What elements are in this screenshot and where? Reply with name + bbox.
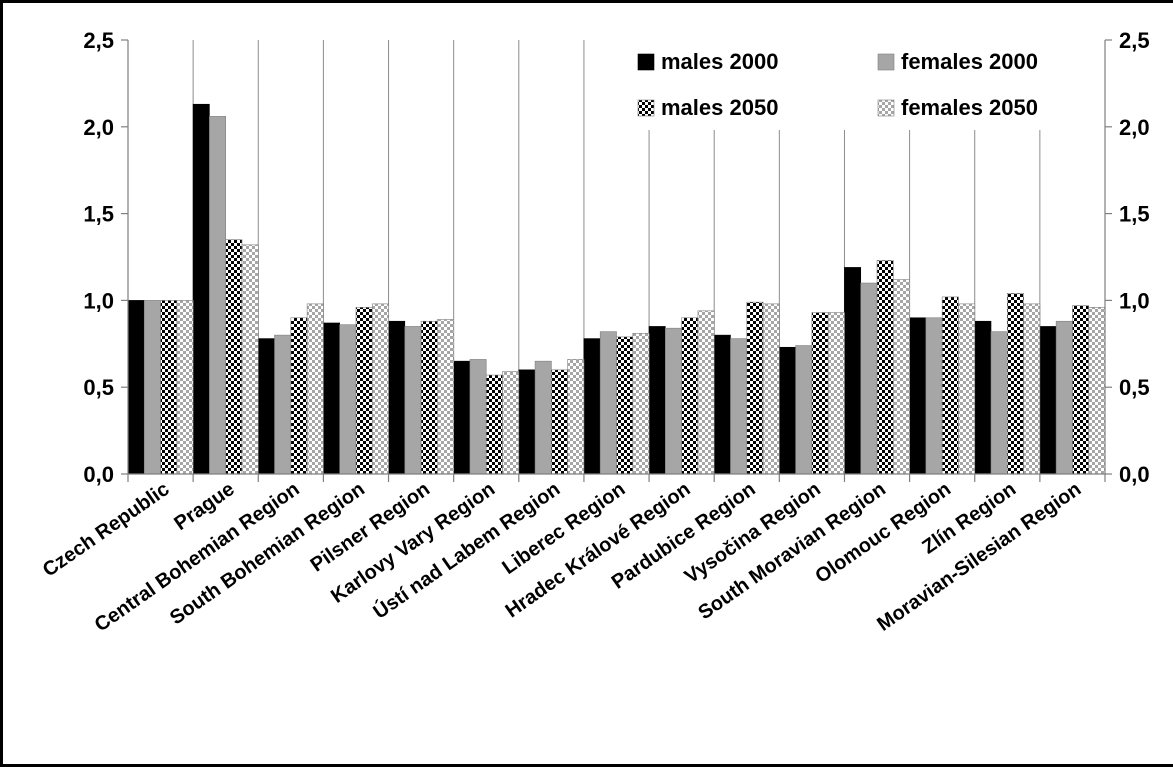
bar-females-2050-10: females 2050: Vysočina Region	[827, 312, 845, 475]
bar-males-2050-10: males 2050: Vysočina Region	[811, 312, 829, 475]
bar-females-2050-9: females 2050: Pardubice Region	[762, 303, 780, 475]
bar-females-2050-14: females 2050: Moravian-Silesian Region	[1088, 307, 1106, 475]
bar-females-2000-9: females 2000: Pardubice Region	[730, 338, 748, 475]
y-tick-label-left: 2,0	[83, 115, 114, 140]
bar-males-2050-6: males 2050: Ústí nad Labem Region	[551, 369, 568, 475]
y-tick-label-left: 1,5	[83, 202, 114, 227]
bar-males-2000-9: males 2000: Pardubice Region	[713, 334, 731, 475]
bar-males-2000-11: males 2000: South Moravian Region	[844, 267, 862, 475]
y-tick-label-right: 0,0	[1119, 462, 1150, 487]
bar-females-2000-3: females 2000: South Bohemian Region	[339, 324, 357, 475]
bar-males-2050-11: males 2050: South Moravian Region	[876, 260, 894, 475]
legend: males 2000 females 2000 males 2050 females …	[612, 40, 1092, 130]
category-label: Czech Republic	[39, 478, 174, 581]
bar-females-2000-4: females 2000: Pilsner Region	[404, 326, 422, 475]
y-tick-label-right: 0,5	[1119, 375, 1150, 400]
bar-males-2000-10: males 2000: Vysočina Region	[778, 346, 796, 475]
bar-males-2050-5: males 2050: Karlovy Vary Region	[485, 374, 503, 475]
bar-females-2000-2: females 2000: Central Bohemian Region	[274, 334, 292, 475]
bar-females-2050-13: females 2050: Zlín Region	[1023, 303, 1041, 475]
y-tick-label-right: 1,5	[1119, 202, 1150, 227]
y-tick-label-right: 2,5	[1119, 28, 1150, 53]
bar-females-2000-8: females 2000: Hradec Králové Region	[665, 327, 682, 475]
bar-males-2000-14: males 2000: Moravian-Silesian Region	[1039, 326, 1057, 475]
bar-females-2000-13: females 2000: Zlín Region	[990, 331, 1008, 475]
bar-males-2050-12: males 2050: Olomouc Region	[941, 296, 959, 475]
bar-females-2050-2: females 2050: Central Bohemian Region	[306, 303, 324, 475]
bar-males-2050-2: males 2050: Central Bohemian Region	[290, 317, 308, 475]
legend-swatch	[637, 99, 655, 117]
bar-females-2000-10: females 2000: Vysočina Region	[795, 345, 813, 475]
bar-males-2050-4: males 2050: Pilsner Region	[420, 320, 438, 475]
bar-females-2000-5: females 2000: Karlovy Vary Region	[469, 359, 487, 475]
bar-males-2000-7: males 2000: Liberec Region	[583, 338, 601, 475]
bar-males-2050-7: males 2050: Liberec Region	[616, 336, 634, 475]
y-tick-label-left: 2,5	[83, 28, 114, 53]
y-tick-label-left: 1,0	[83, 288, 114, 313]
bar-females-2050-6: females 2050: Ústí nad Labem Region	[567, 359, 585, 475]
bar-females-2050-4: females 2050: Pilsner Region	[437, 319, 454, 475]
bar-females-2000-1: females 2000: Prague	[209, 116, 226, 475]
bar-females-2000-11: females 2000: South Moravian Region	[860, 282, 878, 475]
bar-females-2000-6: females 2000: Ústí nad Labem Region	[534, 360, 552, 475]
y-tick-label-right: 1,0	[1119, 288, 1150, 313]
legend-label: females 2000	[901, 49, 1038, 74]
bar-males-2000-1: males 2000: Prague	[192, 103, 210, 475]
bar-males-2000-12: males 2000: Olomouc Region	[909, 317, 927, 475]
legend-label: males 2000	[661, 49, 778, 74]
bar-males-2000-6: males 2000: Ústí nad Labem Region	[518, 369, 536, 475]
bar-females-2050-7: females 2050: Liberec Region	[632, 333, 650, 475]
bar-females-2000-0: females 2000: Czech Republic	[143, 300, 161, 475]
bar-females-2050-1: females 2050: Prague	[241, 244, 259, 475]
bar-males-2000-8: males 2000: Hradec Králové Region	[648, 326, 666, 475]
legend-box	[612, 40, 1092, 130]
legend-swatch	[877, 53, 895, 71]
legend-swatch	[877, 99, 895, 117]
bar-females-2000-14: females 2000: Moravian-Silesian Region	[1055, 320, 1073, 475]
bar-males-2050-9: males 2050: Pardubice Region	[746, 301, 764, 475]
legend-swatch	[637, 53, 655, 71]
bar-females-2000-12: females 2000: Olomouc Region	[925, 317, 943, 475]
axes	[121, 39, 1112, 482]
bar-males-2000-5: males 2000: Karlovy Vary Region	[453, 360, 471, 475]
y-tick-label-right: 2,0	[1119, 115, 1150, 140]
legend-label: males 2050	[661, 95, 778, 120]
bars: males 2000: Czech Republic males 2000: Pr…	[127, 103, 1106, 475]
legend-label: females 2050	[901, 95, 1038, 120]
y-tick-label-left: 0,0	[83, 462, 114, 487]
bar-males-2000-3: males 2000: South Bohemian Region	[323, 322, 340, 475]
bar-males-2000-0: males 2000: Czech Republic	[127, 300, 145, 475]
bar-females-2050-8: females 2050: Hradec Králové Region	[697, 310, 715, 475]
bar-females-2050-11: females 2050: South Moravian Region	[893, 279, 910, 475]
bar-males-2050-1: males 2050: Prague	[225, 239, 243, 475]
bar-males-2000-4: males 2000: Pilsner Region	[388, 320, 406, 475]
bar-females-2050-3: females 2050: South Bohemian Region	[371, 303, 389, 475]
bar-males-2000-13: males 2000: Zlín Region	[974, 320, 992, 475]
bar-males-2050-13: males 2050: Zlín Region	[1006, 293, 1024, 475]
bar-females-2050-0: females 2050: Czech Republic	[176, 300, 194, 475]
bar-females-2050-12: females 2050: Olomouc Region	[958, 303, 976, 475]
bar-females-2000-7: females 2000: Liberec Region	[599, 331, 617, 475]
bar-females-2050-5: females 2050: Karlovy Vary Region	[502, 371, 520, 475]
bar-males-2050-14: males 2050: Moravian-Silesian Region	[1072, 305, 1090, 475]
bar-males-2050-8: males 2050: Hradec Králové Region	[681, 317, 699, 475]
bar-males-2000-2: males 2000: Central Bohemian Region	[257, 338, 275, 475]
y-tick-label-left: 0,5	[83, 375, 114, 400]
bar-males-2050-0: males 2050: Czech Republic	[160, 300, 178, 475]
bar-males-2050-3: males 2050: South Bohemian Region	[355, 307, 373, 475]
